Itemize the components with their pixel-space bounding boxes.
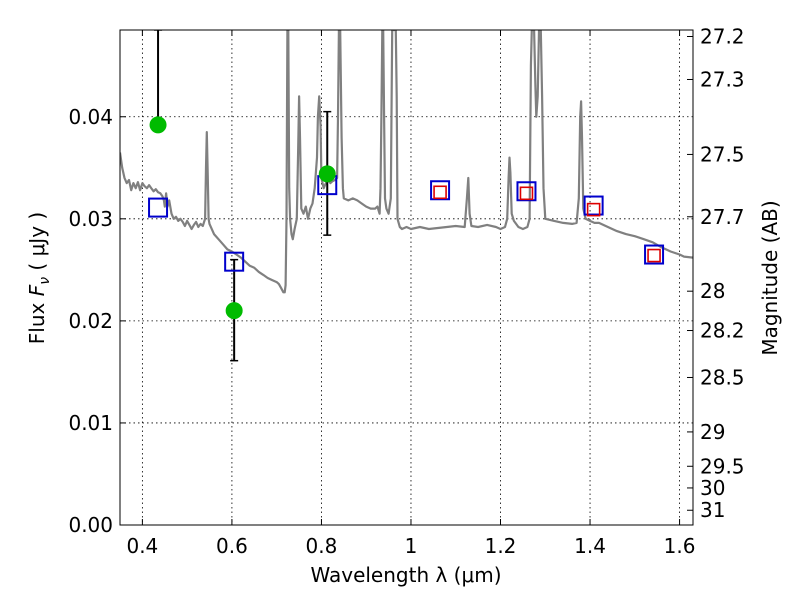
clipped-data — [120, 30, 693, 362]
model-photometry-square — [224, 251, 245, 272]
right-axis-label: Magnitude (AB) — [758, 200, 782, 355]
y-axis-label-prefix: Flux — [25, 296, 49, 344]
y-axis-label-suffix: ( μJy ) — [25, 212, 49, 277]
y-tick-label: 0.03 — [68, 207, 113, 231]
x-tick-label: 1.2 — [485, 534, 517, 558]
y-axis-label-symbol: F — [25, 284, 49, 296]
x-tick-label: 0.8 — [306, 534, 338, 558]
model-photometry-square — [644, 244, 665, 265]
right-tick-label: 27.2 — [700, 25, 745, 49]
right-tick-label: 28 — [700, 279, 725, 303]
x-axis-label: Wavelength λ (μm) — [310, 563, 501, 587]
plot-frame — [119, 29, 694, 526]
x-tick-label: 1.4 — [574, 534, 606, 558]
x-tick-label: 1 — [405, 534, 418, 558]
right-tick-label: 31 — [700, 498, 725, 522]
y-axis-label-subscript: ν — [37, 277, 53, 285]
model-photometry-square — [430, 180, 451, 201]
right-tick-label: 29.5 — [700, 454, 745, 478]
grid-layer — [120, 30, 693, 526]
model-photometry-square — [516, 181, 537, 202]
y-tick-label: 0.02 — [68, 309, 113, 333]
right-tick-label: 30 — [700, 476, 725, 500]
y-tick-label: 0.00 — [68, 513, 113, 537]
model-photometry-square — [148, 197, 169, 218]
right-tick-label: 27.7 — [700, 205, 745, 229]
right-tick-label: 28.5 — [700, 365, 745, 389]
observed-photometry-point — [318, 165, 336, 183]
axis-layer: 0.4 0.6 0.8 1 1.2 1.4 1.6 0.00 0.01 0.02 0.03 0.04 2… — [68, 25, 744, 558]
observed-photometry-point — [149, 116, 167, 134]
y-tick-label: 0.04 — [68, 105, 113, 129]
right-tick-label: 27.3 — [700, 67, 745, 91]
observed-photometry-square — [433, 185, 447, 200]
y-axis-label: Flux Fν ( μJy ) — [25, 212, 53, 344]
x-tick-label: 0.4 — [126, 534, 158, 558]
observed-photometry-square — [519, 186, 534, 201]
right-tick-label: 28.2 — [700, 319, 745, 343]
spectrum-line — [120, 30, 693, 294]
observed-photometry-square — [647, 248, 661, 263]
x-tick-label: 0.6 — [216, 534, 248, 558]
data-layer — [120, 30, 693, 362]
observed-photometry-point — [225, 302, 243, 320]
x-tick-label: 1.6 — [664, 534, 696, 558]
model-photometry-square — [583, 195, 604, 216]
right-tick-label: 29 — [700, 420, 725, 444]
right-tick-label: 27.5 — [700, 142, 745, 166]
y-tick-label: 0.01 — [68, 411, 113, 435]
observed-photometry-square — [586, 202, 601, 217]
